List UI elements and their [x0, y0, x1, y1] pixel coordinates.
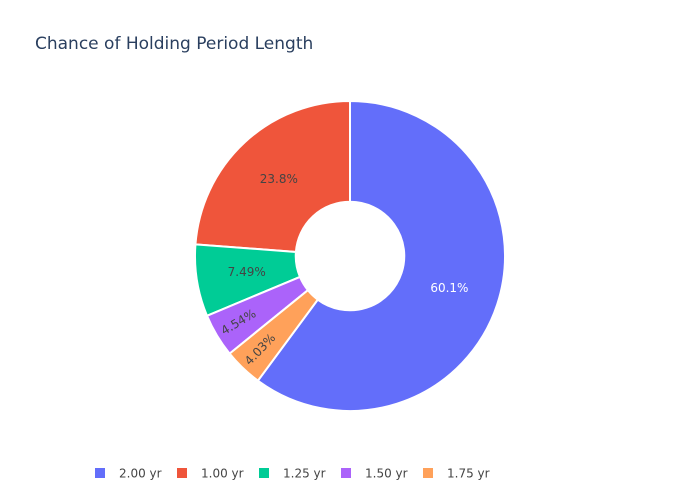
slice-label: 23.8% — [260, 172, 298, 186]
legend-label: 2.00 yr — [119, 467, 162, 481]
chart-title: Chance of Holding Period Length — [35, 34, 313, 54]
legend-label: 1.00 yr — [201, 467, 244, 481]
legend-swatch — [259, 468, 269, 478]
legend-swatch — [95, 468, 105, 478]
legend-label: 1.75 yr — [447, 467, 490, 481]
legend-label: 1.50 yr — [365, 467, 408, 481]
pie-slice — [256, 99, 506, 412]
legend-label: 1.25 yr — [283, 467, 326, 481]
legend-swatch — [423, 468, 433, 478]
legend-swatch — [177, 468, 187, 478]
pie-slice — [194, 99, 351, 254]
slice-label: 7.49% — [228, 265, 266, 279]
pie-slice — [228, 288, 320, 383]
slice-label: 60.1% — [430, 281, 468, 295]
legend-swatch — [341, 468, 351, 478]
